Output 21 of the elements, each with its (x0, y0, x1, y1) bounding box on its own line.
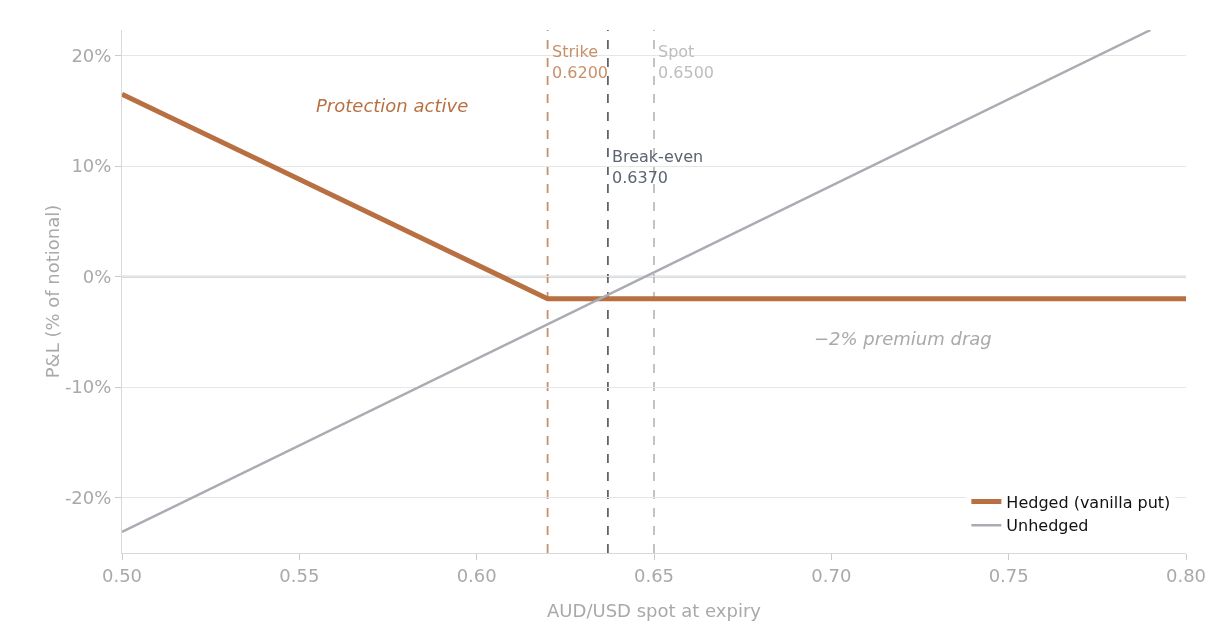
ref-line-label: Strike 0.6200 (552, 42, 608, 82)
x-tick-label: 0.80 (1165, 564, 1207, 586)
y-tick-label: 20% (71, 44, 112, 66)
legend-label: Hedged (vanilla put) (1006, 492, 1171, 512)
annotation: Protection active (316, 95, 469, 116)
y-axis-title: P&L (% of notional) (41, 204, 63, 379)
annotation: −2% premium drag (814, 328, 992, 349)
y-tick-label: -20% (64, 487, 112, 509)
ref-line-label: Break-even 0.6370 (612, 147, 704, 187)
x-axis-title: AUD/USD spot at expiry (547, 600, 762, 621)
x-tick-label: 0.75 (988, 564, 1029, 586)
x-tick-label: 0.65 (633, 564, 675, 586)
y-tick-label: 0% (82, 265, 112, 287)
x-tick-label: 0.60 (456, 564, 497, 586)
legend-label: Unhedged (1006, 516, 1089, 536)
y-tick-label: -10% (64, 376, 112, 398)
y-tick-label: 10% (71, 155, 112, 177)
x-tick-label: 0.70 (811, 564, 852, 586)
x-tick-label: 0.55 (279, 564, 320, 586)
x-tick-label: 0.50 (101, 564, 143, 586)
ref-line-label: Spot 0.6500 (658, 42, 714, 82)
